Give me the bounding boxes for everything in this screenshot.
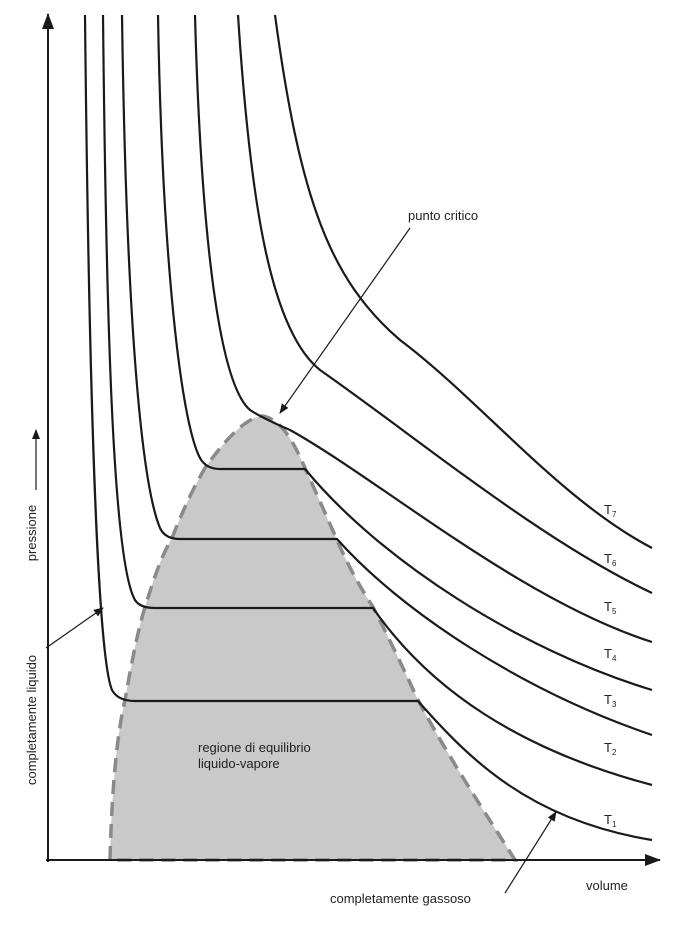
isotherm [120,14,653,737]
subscript: 4 [612,654,617,663]
isotherm [83,14,653,842]
isotherm [156,14,653,692]
isotherm-label: T4 [604,646,617,663]
isotherm-label: T5 [604,599,617,616]
subscript: 5 [612,607,617,616]
gas-label: completamente gassoso [330,891,471,906]
isotherm-label: T6 [604,551,617,568]
letter: T [604,502,612,517]
pointer [45,607,104,649]
letter: T [604,551,612,566]
isotherm [193,14,653,644]
letter: T [604,812,612,827]
pressure-label: pressione [24,505,39,561]
subscript: 7 [612,510,617,519]
isotherm-label: T2 [604,740,617,757]
letter: T [604,692,612,707]
subscript: 2 [612,748,617,757]
isotherm-label: T7 [604,502,617,519]
letter: T [604,740,612,755]
pointer [504,811,557,894]
critical-point-label: punto critico [408,208,478,223]
letter: T [604,646,612,661]
subscript: 3 [612,700,617,709]
isotherm [236,14,653,594]
isotherm [101,14,653,787]
region-label: liquido-vapore [198,756,280,771]
subscript: 1 [612,820,617,829]
subscript: 6 [612,559,617,568]
letter: T [604,599,612,614]
volume-label: volume [586,878,628,893]
region-label: regione di equilibrio [198,740,311,755]
isotherms [83,14,653,842]
isotherm-label: T3 [604,692,617,709]
isotherm [273,14,653,549]
liquid-label: completamente liquido [24,655,39,785]
pointer [279,227,411,414]
isotherm-label: T1 [604,812,617,829]
